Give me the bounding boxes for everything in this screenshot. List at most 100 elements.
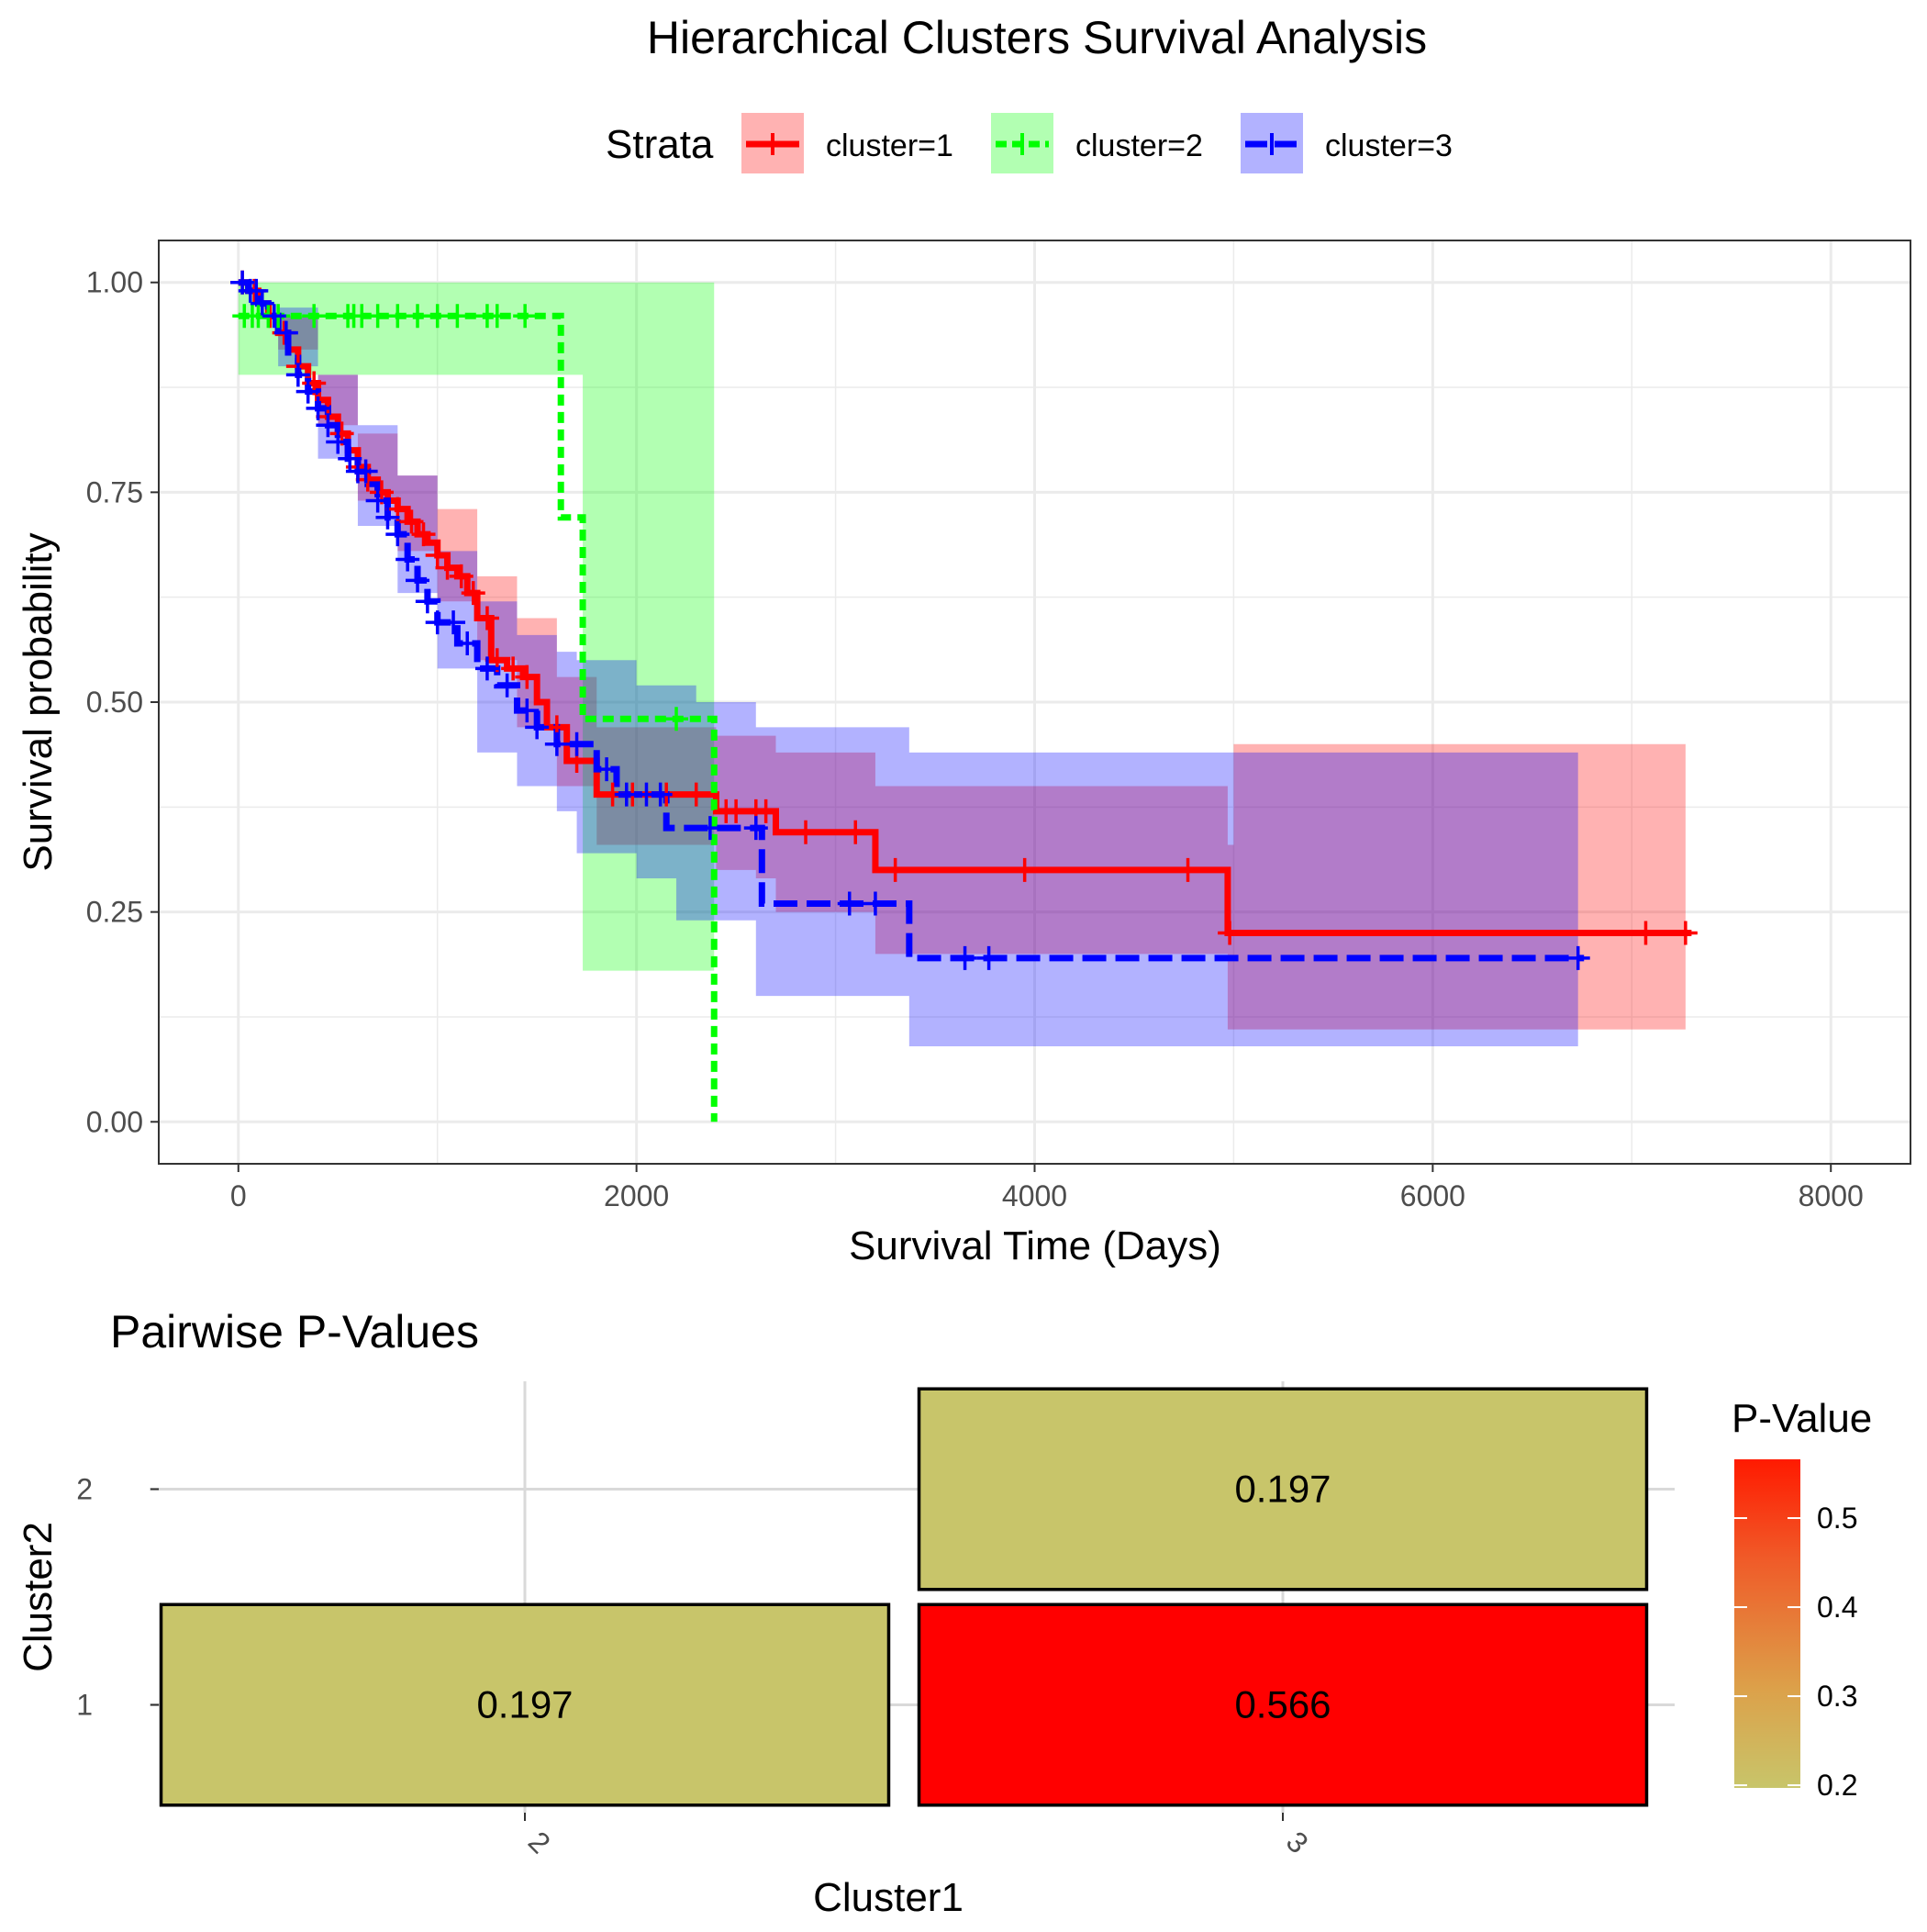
censor-mark-cluster3 bbox=[353, 459, 378, 484]
censor-mark-cluster1 bbox=[1012, 857, 1037, 882]
ci-band-cluster2 bbox=[238, 282, 715, 971]
censor-mark-cluster3 bbox=[250, 291, 274, 316]
censor-mark-cluster3 bbox=[648, 782, 673, 807]
censor-mark-cluster2 bbox=[664, 707, 689, 731]
censor-mark-cluster3 bbox=[273, 320, 298, 345]
censor-mark-cluster3 bbox=[415, 589, 440, 614]
km-confidence-bands bbox=[238, 282, 1686, 1046]
censor-mark-cluster2 bbox=[445, 304, 470, 329]
censor-mark-cluster2 bbox=[385, 304, 410, 329]
figure-title: Hierarchical Clusters Survival Analysis bbox=[647, 12, 1427, 63]
censor-mark-cluster1 bbox=[1673, 921, 1698, 945]
km-censor-marks bbox=[230, 270, 1698, 970]
km-y-tick-label: 0.00 bbox=[86, 1105, 143, 1138]
censor-mark-cluster2 bbox=[302, 304, 327, 329]
heatmap-cell-label: 0.197 bbox=[1234, 1468, 1331, 1511]
censor-mark-cluster1 bbox=[1218, 921, 1242, 945]
censor-mark-cluster3 bbox=[406, 568, 430, 593]
censor-mark-cluster3 bbox=[316, 413, 340, 438]
legend-item-cluster2: cluster=2 bbox=[991, 113, 1203, 173]
censor-mark-cluster1 bbox=[753, 798, 778, 823]
km-y-tick-label: 0.25 bbox=[86, 896, 143, 929]
km-x-tick-label: 2000 bbox=[604, 1179, 669, 1212]
km-y-tick-label: 0.50 bbox=[86, 686, 143, 719]
censor-mark-cluster3 bbox=[743, 816, 768, 841]
censor-mark-cluster3 bbox=[1565, 945, 1590, 970]
ci-band-cluster1 bbox=[238, 282, 1686, 1030]
censor-mark-cluster1 bbox=[461, 581, 485, 606]
censor-mark-cluster3 bbox=[495, 673, 519, 698]
heatmap-cell-label: 0.566 bbox=[1234, 1683, 1331, 1726]
censor-mark-cluster3 bbox=[837, 891, 862, 916]
legend-label-cluster1: cluster=1 bbox=[826, 128, 953, 163]
heatmap-x-tick-label: 3 bbox=[1280, 1825, 1315, 1859]
km-x-tick-label: 0 bbox=[230, 1179, 247, 1212]
heatmap-cells bbox=[159, 1387, 1649, 1807]
censor-mark-cluster1 bbox=[435, 555, 460, 580]
censor-mark-cluster3 bbox=[295, 379, 320, 404]
km-y-axis-label: Survival probability bbox=[16, 532, 61, 871]
legend-label-cluster2: cluster=2 bbox=[1075, 128, 1203, 163]
colorbar-tick-label: 0.3 bbox=[1817, 1680, 1857, 1713]
colorbar-title: P-Value bbox=[1732, 1396, 1872, 1441]
km-x-axis: 0 2000 4000 6000 8000 bbox=[230, 1164, 1864, 1212]
legend-label-cluster3: cluster=3 bbox=[1325, 128, 1453, 163]
censor-mark-cluster3 bbox=[863, 891, 887, 916]
km-y-tick-label: 1.00 bbox=[86, 266, 143, 299]
censor-mark-cluster3 bbox=[306, 396, 330, 420]
censor-mark-cluster3 bbox=[515, 698, 540, 723]
colorbar-tick-label: 0.5 bbox=[1817, 1502, 1857, 1535]
censor-mark-cluster3 bbox=[544, 731, 569, 756]
censor-mark-cluster3 bbox=[976, 945, 1001, 970]
censor-mark-cluster1 bbox=[515, 664, 540, 689]
censor-mark-cluster1 bbox=[684, 782, 708, 807]
censor-mark-cluster2 bbox=[513, 304, 538, 329]
legend-item-cluster3: cluster=3 bbox=[1241, 113, 1453, 173]
censor-mark-cluster3 bbox=[262, 304, 286, 329]
km-x-tick-label: 4000 bbox=[1002, 1179, 1067, 1212]
colorbar-ticks: 0.2 0.3 0.4 0.5 bbox=[1734, 1502, 1857, 1802]
censor-mark-cluster3 bbox=[952, 945, 977, 970]
censor-mark-cluster2 bbox=[485, 304, 509, 329]
censor-mark-cluster3 bbox=[326, 430, 351, 454]
pvalue-colorbar: P-Value 0.2 0.3 0.4 0.5 bbox=[1732, 1396, 1872, 1802]
legend-title: Strata bbox=[606, 122, 714, 167]
censor-mark-cluster1 bbox=[411, 522, 436, 547]
censor-mark-cluster1 bbox=[843, 820, 868, 844]
km-y-tick-label: 0.75 bbox=[86, 475, 143, 508]
heatmap-title: Pairwise P-Values bbox=[110, 1306, 479, 1357]
km-x-tick-label: 6000 bbox=[1400, 1179, 1465, 1212]
censor-mark-cluster3 bbox=[338, 446, 362, 471]
censor-mark-cluster1 bbox=[425, 542, 450, 567]
survival-curve-cluster2 bbox=[238, 312, 718, 1122]
heatmap-cell-label: 0.197 bbox=[476, 1683, 573, 1726]
censor-mark-cluster3 bbox=[385, 522, 410, 547]
censor-mark-cluster3 bbox=[614, 782, 639, 807]
censor-mark-cluster2 bbox=[406, 304, 430, 329]
ci-band-cluster3 bbox=[238, 282, 1578, 1046]
censor-mark-cluster1 bbox=[794, 820, 819, 844]
heatmap-y-axis: 12 bbox=[76, 1473, 159, 1722]
censor-mark-cluster3 bbox=[697, 816, 722, 841]
censor-mark-cluster1 bbox=[501, 656, 526, 681]
colorbar-gradient bbox=[1734, 1459, 1800, 1788]
km-x-axis-label: Survival Time (Days) bbox=[849, 1223, 1221, 1268]
heatmap-cell bbox=[159, 1603, 891, 1807]
heatmap-y-tick-label: 2 bbox=[76, 1473, 93, 1506]
censor-mark-cluster1 bbox=[399, 509, 424, 534]
heatmap-x-axis-label: Cluster1 bbox=[813, 1875, 964, 1920]
censor-mark-cluster1 bbox=[449, 564, 473, 588]
censor-mark-cluster3 bbox=[455, 631, 480, 655]
colorbar-tick-label: 0.4 bbox=[1817, 1591, 1857, 1624]
censor-mark-cluster1 bbox=[724, 798, 749, 823]
km-y-axis: 0.00 0.25 0.50 0.75 1.00 bbox=[86, 266, 159, 1138]
legend-item-cluster1: cluster=1 bbox=[741, 113, 953, 173]
censor-mark-cluster1 bbox=[1175, 857, 1200, 882]
heatmap-y-tick-label: 1 bbox=[76, 1689, 93, 1722]
heatmap-x-tick-label: 2 bbox=[522, 1825, 557, 1859]
km-grid bbox=[159, 240, 1910, 1164]
colorbar-tick-label: 0.2 bbox=[1817, 1769, 1857, 1802]
